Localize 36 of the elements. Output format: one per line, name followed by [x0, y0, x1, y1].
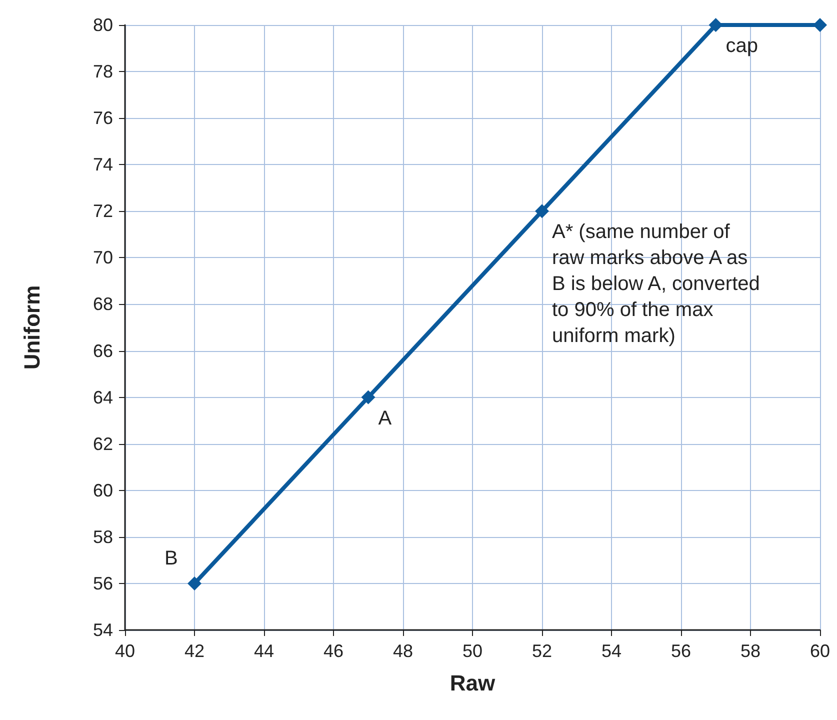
x-tick-label: 44 [254, 641, 274, 661]
x-tick-label: 60 [810, 641, 830, 661]
x-tick-label: 40 [114, 641, 136, 661]
x-axis-title: Raw [450, 670, 496, 696]
y-tick-label: 66 [92, 340, 113, 361]
point [708, 18, 723, 32]
x-tick-label: 50 [462, 641, 483, 661]
x-tick-label: 48 [392, 641, 414, 661]
y-tick-label: 68 [92, 294, 113, 314]
y-tick-label: 76 [92, 108, 113, 128]
x-tick-label: 52 [532, 641, 552, 661]
annotation: B [164, 547, 178, 570]
x-tick-label: 58 [740, 641, 761, 661]
y-tick-label: 78 [92, 62, 113, 82]
x-tick-label: 46 [323, 641, 344, 661]
y-tick-label: 54 [92, 620, 113, 640]
y-tick-label: 58 [92, 526, 113, 547]
y-tick-label: 70 [92, 248, 113, 268]
point [188, 576, 202, 590]
y-tick-label: 72 [92, 201, 113, 222]
annotation: cap [726, 35, 758, 57]
y-axis-title: Uniform [20, 285, 44, 370]
x-tick-label: 54 [601, 641, 622, 661]
annotation: A [378, 407, 392, 430]
point [813, 18, 827, 32]
annotation: A* (same number of raw marks above A as B is below A, converted to 90% of the max uniform mark) [552, 221, 766, 348]
point [535, 204, 549, 218]
x-tick-label: 56 [670, 641, 692, 661]
y-tick-label: 62 [92, 434, 113, 454]
y-tick-label: 64 [92, 387, 113, 408]
y-tick-label: 74 [92, 154, 113, 175]
y-tick-label: 60 [92, 480, 113, 500]
y-tick-label: 56 [92, 573, 113, 594]
point [361, 390, 376, 404]
y-tick-label: 80 [92, 15, 113, 35]
x-tick-label: 42 [184, 641, 205, 661]
